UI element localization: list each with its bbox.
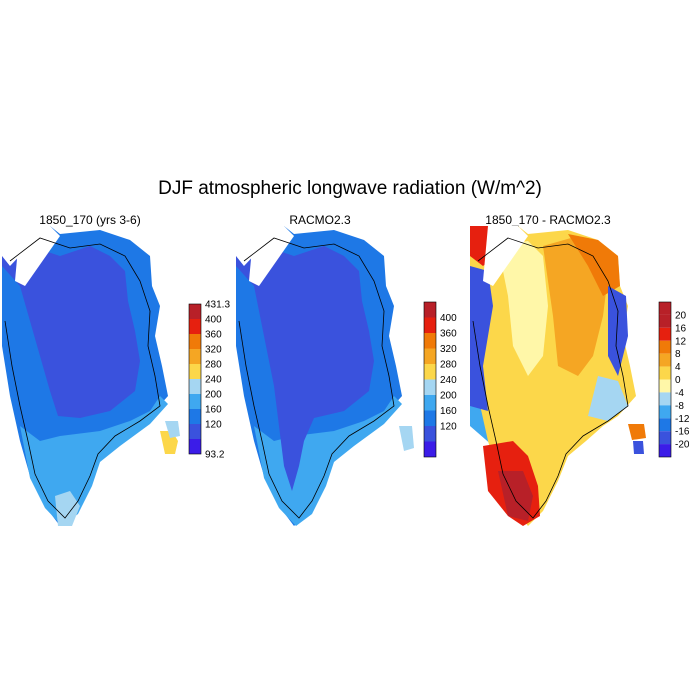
colorbar-swatch: [189, 424, 201, 439]
colorbar-swatch: [424, 395, 436, 411]
colorbar-tick-label: 280: [440, 360, 457, 371]
colorbar-tick-label: -16: [675, 427, 690, 438]
colorbar-model: 431.3 400 360 320 280 240 200 160 120 93.2: [188, 300, 230, 461]
colorbar-swatch: [659, 302, 671, 315]
colorbar-swatch: [659, 379, 671, 393]
colorbar-tick-label: 200: [440, 391, 457, 402]
colorbar-frame: [423, 301, 437, 458]
colorbar-tick-label: 280: [205, 360, 222, 371]
colorbar-tick-label: 160: [440, 406, 457, 417]
colorbar-tick-label: 0: [675, 375, 681, 386]
colorbar-tick-label: 20: [675, 310, 687, 321]
colorbar-swatch: [659, 405, 671, 419]
colorbar-swatch: [189, 379, 201, 394]
colorbar-tick-label: 240: [205, 375, 222, 386]
colorbar-tick-label: 8: [675, 349, 681, 360]
colorbar-tick-label: 400: [440, 313, 457, 324]
colorbar-frame: [188, 303, 202, 455]
colorbar-swatch: [189, 304, 201, 319]
colorbar-swatch: [659, 340, 671, 354]
colorbar-tick-label: -8: [675, 401, 684, 412]
greenland-field-difference: [470, 226, 646, 526]
colorbar-tick-label: -20: [675, 440, 690, 451]
colorbar-swatch: [424, 317, 436, 333]
colorbar-swatch: [424, 333, 436, 349]
colorbar-tick-label: -12: [675, 414, 690, 425]
colorbar-swatch: [424, 364, 436, 380]
colorbar-swatch: [424, 348, 436, 364]
panel-title-racmo: RACMO2.3: [289, 213, 351, 227]
map-panel-model: [2, 226, 646, 526]
colorbar-swatch: [659, 366, 671, 380]
colorbar-tick-label: 360: [440, 329, 457, 340]
colorbar-swatch: [424, 410, 436, 426]
colorbar-swatch: [424, 426, 436, 442]
figure-title: DJF atmospheric longwave radiation (W/m^…: [158, 178, 542, 199]
colorbar-tick-label: 16: [675, 323, 687, 334]
colorbar-swatch: [189, 349, 201, 364]
colorbar-swatch: [424, 379, 436, 395]
colorbar-frame: [658, 301, 672, 458]
colorbar-tick-label: 160: [205, 405, 222, 416]
colorbar-swatch: [659, 418, 671, 432]
colorbar-swatch: [189, 409, 201, 424]
colorbar-swatch: [659, 444, 671, 457]
colorbar-tick-label: -4: [675, 388, 684, 399]
colorbar-tick-label: 320: [440, 344, 457, 355]
greenland-field-model: [2, 226, 180, 526]
colorbar-swatch: [659, 314, 671, 328]
colorbar-tick-label: 93.2: [205, 450, 225, 461]
colorbar-tick-label: 200: [205, 390, 222, 401]
colorbar-difference: 20 16 12 8 4 0 -4 -8 -12 -16 -20: [658, 301, 690, 458]
colorbar-tick-label: 240: [440, 375, 457, 386]
colorbar-tick-label: 360: [205, 330, 222, 341]
panel-title-model: 1850_170 (yrs 3-6): [39, 213, 141, 227]
colorbar-tick-label: 120: [205, 420, 222, 431]
colorbar-swatch: [659, 392, 671, 406]
greenland-field-racmo: [236, 226, 414, 526]
colorbar-tick-label: 4: [675, 362, 681, 373]
colorbar-tick-label: 431.3: [205, 300, 230, 311]
colorbar-swatch: [424, 302, 436, 318]
colorbar-tick-label: 320: [205, 345, 222, 356]
colorbar-swatch: [659, 353, 671, 367]
panel-title-difference: 1850_170 - RACMO2.3: [485, 213, 611, 227]
colorbar-swatch: [189, 334, 201, 349]
colorbar-swatch: [659, 431, 671, 445]
colorbar-tick-label: 120: [440, 422, 457, 433]
colorbar-swatch: [659, 327, 671, 341]
colorbar-racmo: 400 360 320 280 240 200 160 120: [423, 301, 457, 458]
colorbar-swatch: [189, 439, 201, 454]
colorbar-swatch: [189, 364, 201, 379]
colorbar-swatch: [189, 394, 201, 409]
colorbar-tick-label: 12: [675, 336, 687, 347]
colorbar-swatch: [189, 319, 201, 334]
colorbar-swatch: [424, 441, 436, 457]
colorbar-tick-label: 400: [205, 315, 222, 326]
